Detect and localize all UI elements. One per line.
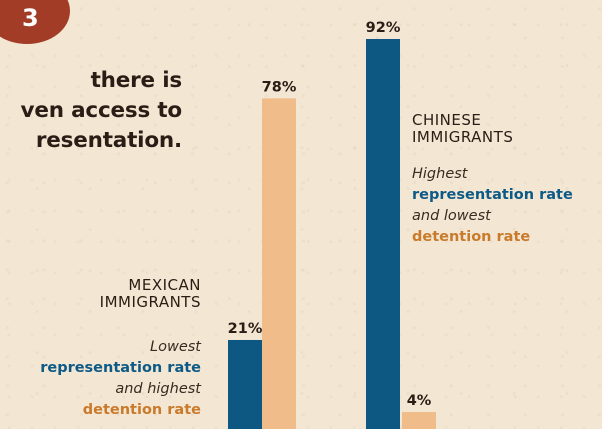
mexican-group-label: MEXICAN IMMIGRANTS bbox=[100, 277, 201, 311]
chinese-note-line-4: detention rate bbox=[412, 229, 531, 245]
value-label-chinese-representation: 92% bbox=[366, 20, 401, 36]
headline-line-2: ven access to bbox=[20, 98, 183, 123]
value-label-chinese-detention: 4% bbox=[407, 393, 432, 409]
chinese-label-line-2: IMMIGRANTS bbox=[412, 128, 514, 146]
mexican-note-line-4: detention rate bbox=[82, 402, 201, 418]
mexican-note-line-1: Lowest bbox=[150, 339, 201, 355]
bar-mexican-representation bbox=[228, 339, 262, 429]
mexican-note-line-3: and highest bbox=[115, 381, 201, 397]
step-badge: 3 bbox=[0, 0, 70, 44]
bar-chinese-representation bbox=[366, 39, 400, 429]
chinese-label-line-1: CHINESE bbox=[412, 111, 482, 129]
chinese-note-line-1: Highest bbox=[412, 166, 468, 182]
value-label-mexican-detention: 78% bbox=[262, 79, 297, 95]
mexican-note-line-2: representation rate bbox=[40, 360, 201, 376]
headline-line-1: there is bbox=[90, 68, 183, 93]
headline: there is ven access to resentation. bbox=[21, 66, 183, 156]
mexican-label-line-1: MEXICAN bbox=[128, 276, 201, 294]
chinese-group-label: CHINESE IMMIGRANTS bbox=[412, 112, 513, 146]
headline-line-3: resentation. bbox=[35, 128, 182, 153]
chinese-note: Highest representation rate and lowest d… bbox=[412, 164, 573, 248]
bar-chinese-detention bbox=[402, 412, 436, 429]
value-label-mexican-representation: 21% bbox=[228, 321, 263, 337]
chinese-note-line-2: representation rate bbox=[412, 187, 573, 203]
mexican-label-line-2: IMMIGRANTS bbox=[99, 293, 201, 311]
chinese-note-line-3: and lowest bbox=[412, 208, 491, 224]
mexican-note: Lowest representation rate and highest d… bbox=[40, 337, 201, 421]
bar-mexican-detention bbox=[262, 98, 296, 429]
step-number: 3 bbox=[22, 4, 39, 32]
